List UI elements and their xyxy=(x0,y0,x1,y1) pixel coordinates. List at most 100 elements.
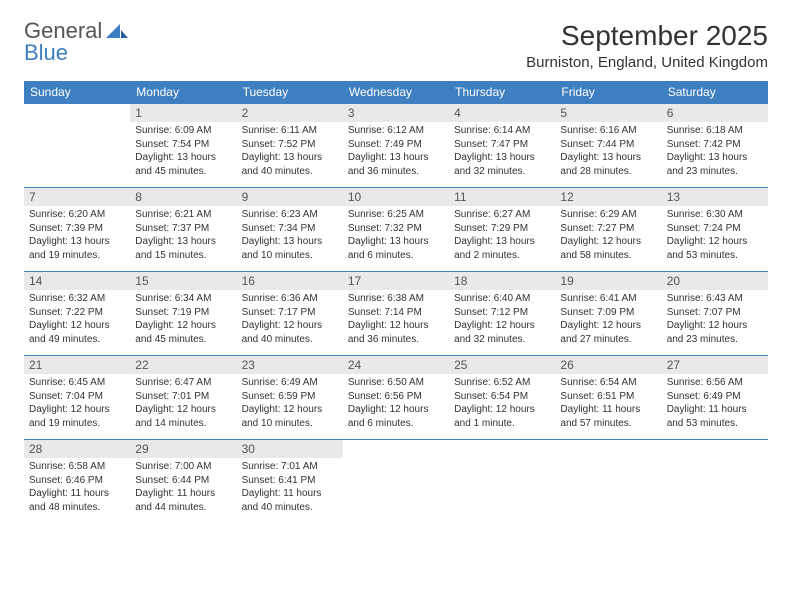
day-number: 12 xyxy=(555,188,661,206)
calendar-cell: 14Sunrise: 6:32 AMSunset: 7:22 PMDayligh… xyxy=(24,272,130,356)
daylight-text: Daylight: 12 hours and 40 minutes. xyxy=(242,319,338,346)
day-info: Sunrise: 6:27 AMSunset: 7:29 PMDaylight:… xyxy=(454,208,550,262)
day-number: 11 xyxy=(449,188,555,206)
sunset-text: Sunset: 7:19 PM xyxy=(135,306,231,320)
sunset-text: Sunset: 6:59 PM xyxy=(242,390,338,404)
calendar-page: General Blue September 2025 Burniston, E… xyxy=(0,0,792,544)
day-info: Sunrise: 6:47 AMSunset: 7:01 PMDaylight:… xyxy=(135,376,231,430)
calendar-row: 7Sunrise: 6:20 AMSunset: 7:39 PMDaylight… xyxy=(24,188,768,272)
calendar-cell xyxy=(555,440,661,524)
day-info: Sunrise: 7:00 AMSunset: 6:44 PMDaylight:… xyxy=(135,460,231,514)
day-number: 25 xyxy=(449,356,555,374)
daylight-text: Daylight: 12 hours and 23 minutes. xyxy=(667,319,763,346)
day-number: 17 xyxy=(343,272,449,290)
sunrise-text: Sunrise: 6:16 AM xyxy=(560,124,656,138)
sunset-text: Sunset: 7:49 PM xyxy=(348,138,444,152)
day-info: Sunrise: 6:52 AMSunset: 6:54 PMDaylight:… xyxy=(454,376,550,430)
calendar-cell: 5Sunrise: 6:16 AMSunset: 7:44 PMDaylight… xyxy=(555,104,661,188)
weekday-header: Wednesday xyxy=(343,81,449,104)
sunrise-text: Sunrise: 6:41 AM xyxy=(560,292,656,306)
sunrise-text: Sunrise: 6:18 AM xyxy=(667,124,763,138)
sunset-text: Sunset: 7:12 PM xyxy=(454,306,550,320)
day-number: 2 xyxy=(237,104,343,122)
day-info: Sunrise: 6:41 AMSunset: 7:09 PMDaylight:… xyxy=(560,292,656,346)
sunrise-text: Sunrise: 6:30 AM xyxy=(667,208,763,222)
sunrise-text: Sunrise: 6:23 AM xyxy=(242,208,338,222)
sunrise-text: Sunrise: 6:54 AM xyxy=(560,376,656,390)
calendar-row: 14Sunrise: 6:32 AMSunset: 7:22 PMDayligh… xyxy=(24,272,768,356)
day-info: Sunrise: 6:16 AMSunset: 7:44 PMDaylight:… xyxy=(560,124,656,178)
sunrise-text: Sunrise: 6:43 AM xyxy=(667,292,763,306)
day-number: 22 xyxy=(130,356,236,374)
sunset-text: Sunset: 6:54 PM xyxy=(454,390,550,404)
calendar-cell: 2 Sunrise: 6:11 AMSunset: 7:52 PMDaylight… xyxy=(237,104,343,188)
day-info: Sunrise: 6:36 AMSunset: 7:17 PMDaylight:… xyxy=(242,292,338,346)
daylight-text: Daylight: 12 hours and 1 minute. xyxy=(454,403,550,430)
sunset-text: Sunset: 6:56 PM xyxy=(348,390,444,404)
daylight-text: Daylight: 13 hours and 32 minutes. xyxy=(454,151,550,178)
day-info: Sunrise: 6:23 AMSunset: 7:34 PMDaylight:… xyxy=(242,208,338,262)
day-number: 18 xyxy=(449,272,555,290)
sunset-text: Sunset: 7:44 PM xyxy=(560,138,656,152)
daylight-text: Daylight: 12 hours and 36 minutes. xyxy=(348,319,444,346)
daylight-text: Daylight: 13 hours and 6 minutes. xyxy=(348,235,444,262)
day-info: Sunrise: 6:38 AMSunset: 7:14 PMDaylight:… xyxy=(348,292,444,346)
day-info: Sunrise: 6:21 AMSunset: 7:37 PMDaylight:… xyxy=(135,208,231,262)
day-info: Sunrise: 6:34 AMSunset: 7:19 PMDaylight:… xyxy=(135,292,231,346)
day-number: 3 xyxy=(343,104,449,122)
sunset-text: Sunset: 7:37 PM xyxy=(135,222,231,236)
sunset-text: Sunset: 7:39 PM xyxy=(29,222,125,236)
calendar-cell: 30Sunrise: 7:01 AMSunset: 6:41 PMDayligh… xyxy=(237,440,343,524)
day-number: 28 xyxy=(24,440,130,458)
day-number: 6 xyxy=(662,104,768,122)
daylight-text: Daylight: 12 hours and 58 minutes. xyxy=(560,235,656,262)
daylight-text: Daylight: 11 hours and 53 minutes. xyxy=(667,403,763,430)
daylight-text: Daylight: 12 hours and 32 minutes. xyxy=(454,319,550,346)
daylight-text: Daylight: 13 hours and 40 minutes. xyxy=(242,151,338,178)
calendar-cell xyxy=(343,440,449,524)
sunset-text: Sunset: 7:52 PM xyxy=(242,138,338,152)
title-block: September 2025 Burniston, England, Unite… xyxy=(526,20,768,71)
sunset-text: Sunset: 7:32 PM xyxy=(348,222,444,236)
sunrise-text: Sunrise: 6:34 AM xyxy=(135,292,231,306)
daylight-text: Daylight: 11 hours and 44 minutes. xyxy=(135,487,231,514)
day-number: 29 xyxy=(130,440,236,458)
sunrise-text: Sunrise: 6:11 AM xyxy=(242,124,338,138)
sunset-text: Sunset: 7:42 PM xyxy=(667,138,763,152)
weekday-header: Sunday xyxy=(24,81,130,104)
day-number: 10 xyxy=(343,188,449,206)
sunset-text: Sunset: 7:14 PM xyxy=(348,306,444,320)
day-info: Sunrise: 6:25 AMSunset: 7:32 PMDaylight:… xyxy=(348,208,444,262)
daylight-text: Daylight: 12 hours and 19 minutes. xyxy=(29,403,125,430)
calendar-table: Sunday Monday Tuesday Wednesday Thursday… xyxy=(24,81,768,524)
daylight-text: Daylight: 12 hours and 49 minutes. xyxy=(29,319,125,346)
sunset-text: Sunset: 6:46 PM xyxy=(29,474,125,488)
sunrise-text: Sunrise: 6:56 AM xyxy=(667,376,763,390)
daylight-text: Daylight: 11 hours and 40 minutes. xyxy=(242,487,338,514)
weekday-header: Saturday xyxy=(662,81,768,104)
sunset-text: Sunset: 7:27 PM xyxy=(560,222,656,236)
calendar-cell: 8 Sunrise: 6:21 AMSunset: 7:37 PMDaylight… xyxy=(130,188,236,272)
day-number: 8 xyxy=(130,188,236,206)
daylight-text: Daylight: 12 hours and 45 minutes. xyxy=(135,319,231,346)
day-number: 19 xyxy=(555,272,661,290)
month-title: September 2025 xyxy=(526,20,768,52)
location: Burniston, England, United Kingdom xyxy=(526,54,768,71)
sunset-text: Sunset: 7:04 PM xyxy=(29,390,125,404)
calendar-cell: 11 Sunrise: 6:27 AMSunset: 7:29 PMDayligh… xyxy=(449,188,555,272)
calendar-cell: 15Sunrise: 6:34 AMSunset: 7:19 PMDayligh… xyxy=(130,272,236,356)
day-info: Sunrise: 6:14 AMSunset: 7:47 PMDaylight:… xyxy=(454,124,550,178)
day-info: Sunrise: 6:45 AMSunset: 7:04 PMDaylight:… xyxy=(29,376,125,430)
sunrise-text: Sunrise: 6:09 AM xyxy=(135,124,231,138)
day-info: Sunrise: 6:43 AMSunset: 7:07 PMDaylight:… xyxy=(667,292,763,346)
calendar-cell: 13Sunrise: 6:30 AMSunset: 7:24 PMDayligh… xyxy=(662,188,768,272)
logo: General Blue xyxy=(24,20,128,64)
calendar-cell xyxy=(449,440,555,524)
sunrise-text: Sunrise: 6:29 AM xyxy=(560,208,656,222)
sunrise-text: Sunrise: 6:50 AM xyxy=(348,376,444,390)
day-info: Sunrise: 6:12 AMSunset: 7:49 PMDaylight:… xyxy=(348,124,444,178)
day-info: Sunrise: 6:50 AMSunset: 6:56 PMDaylight:… xyxy=(348,376,444,430)
daylight-text: Daylight: 13 hours and 2 minutes. xyxy=(454,235,550,262)
weekday-header: Monday xyxy=(130,81,236,104)
daylight-text: Daylight: 13 hours and 28 minutes. xyxy=(560,151,656,178)
